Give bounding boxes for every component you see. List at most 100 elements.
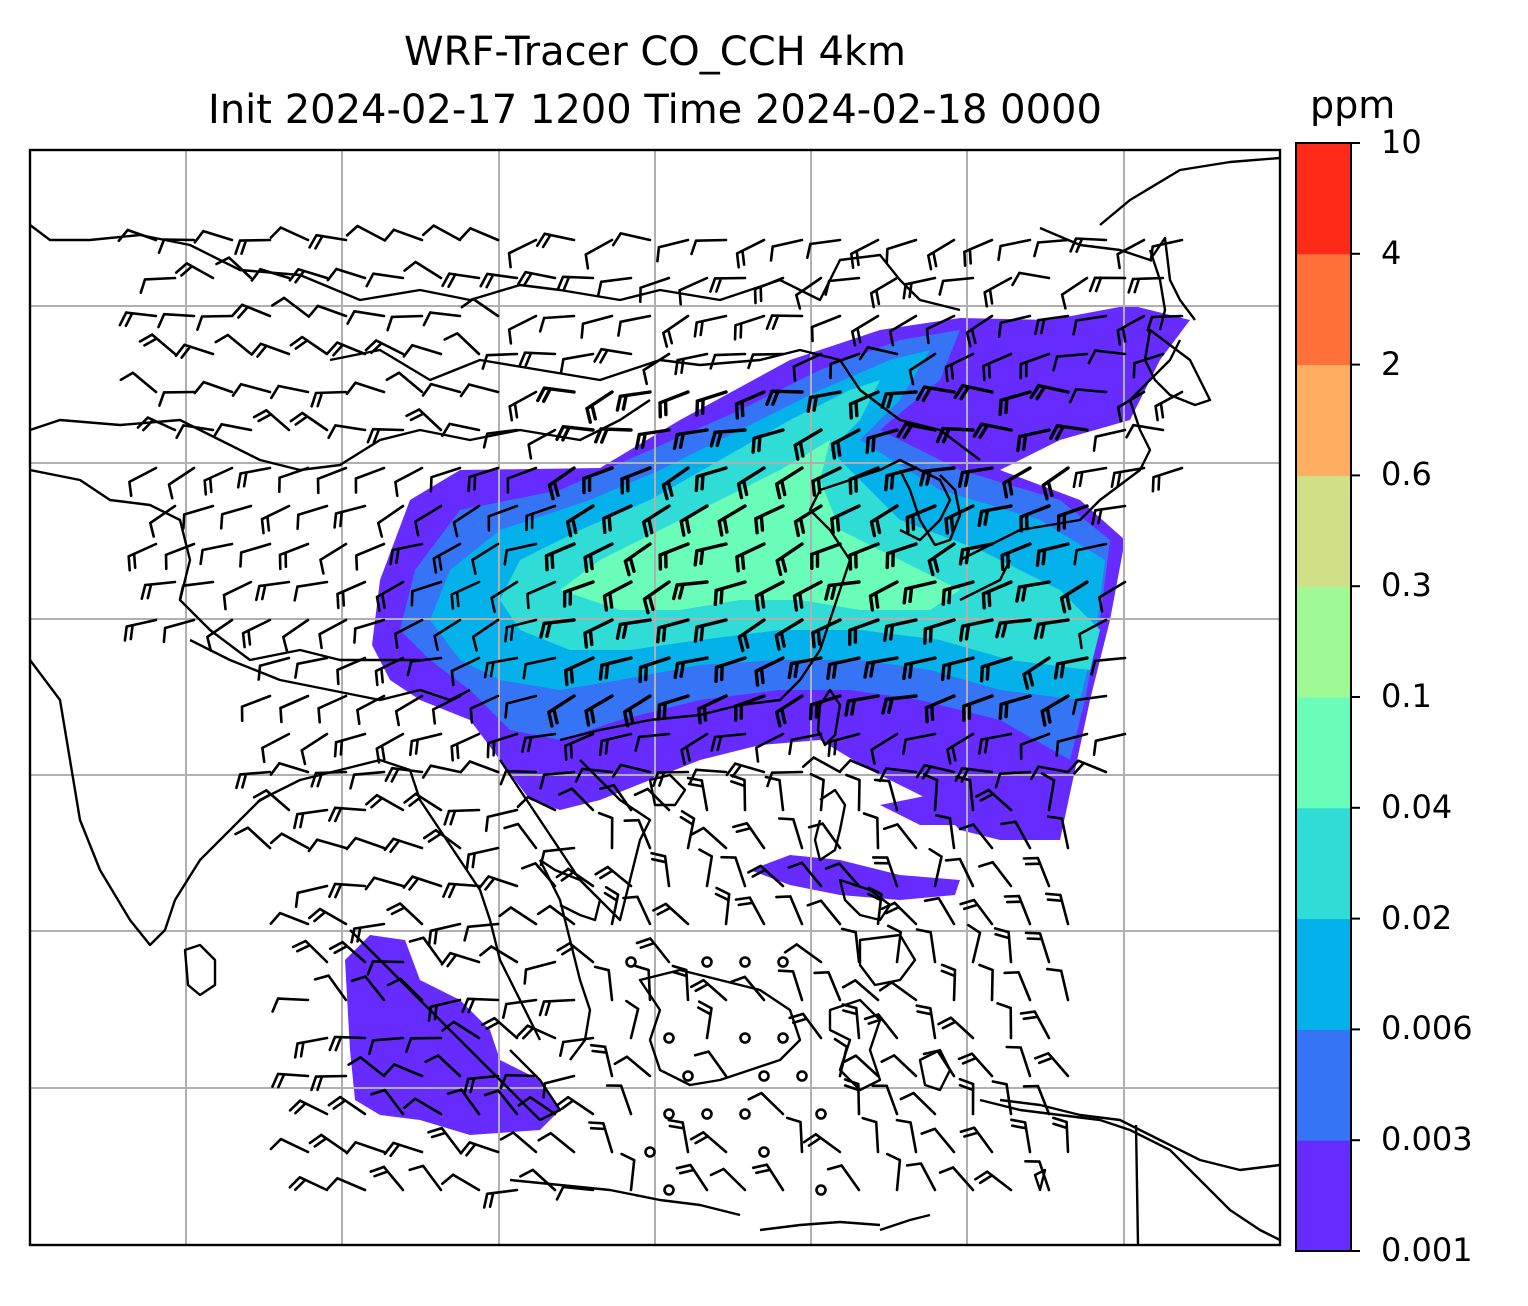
wind-barb (959, 618, 994, 642)
wind-barb (824, 580, 861, 601)
wind-barb (880, 901, 918, 926)
wind-barb (861, 1116, 880, 1154)
wind-barb (792, 580, 823, 612)
wind-barb (394, 694, 424, 727)
wind-barb (806, 899, 842, 926)
colorbar-segment (1296, 475, 1351, 587)
wind-barb (282, 618, 310, 652)
wind-barb (938, 1166, 975, 1192)
wind-barb (808, 694, 842, 721)
wind-barb (766, 770, 804, 788)
wind-barb (865, 428, 899, 454)
wind-barb (252, 409, 291, 432)
wind-barb (842, 1054, 880, 1078)
wind-barb (623, 542, 652, 577)
wind-barb (403, 1097, 443, 1116)
wind-barb (402, 343, 443, 358)
wind-barb (899, 1091, 937, 1116)
wind-barb (539, 846, 576, 867)
wind-barb (844, 694, 880, 717)
wind-barb (615, 390, 652, 412)
colorbar-tick-label: 0.02 (1381, 898, 1453, 937)
wind-barb (375, 580, 405, 612)
wind-barb (405, 1036, 443, 1053)
wind-barb (1019, 732, 1051, 760)
wind-barb (364, 876, 405, 891)
wind-barb (983, 276, 1013, 308)
wind-barb (544, 542, 576, 572)
wind-barb (403, 260, 443, 280)
wind-barb (829, 352, 861, 380)
wind-barb (460, 297, 500, 318)
wind-barb (1146, 314, 1184, 332)
wind-barb (730, 975, 766, 1002)
wind-barb (1092, 428, 1127, 452)
wind-barb (559, 1036, 595, 1057)
wind-barb (777, 969, 804, 1002)
wind-barb (333, 732, 367, 758)
wind-barb (215, 256, 253, 280)
coast-bay-of-bengal (408, 769, 542, 1041)
coast-india-east (173, 758, 411, 901)
wind-barb (450, 656, 481, 687)
wind-barb (422, 828, 462, 850)
wind-barb (717, 504, 747, 537)
wind-barb (848, 390, 880, 420)
wind-barb (490, 580, 519, 613)
wind-barb (793, 428, 823, 461)
wind-barb (271, 1072, 310, 1089)
wind-barb (826, 656, 861, 681)
wind-barb (383, 1141, 424, 1158)
wind-barb (206, 618, 234, 652)
wind-barb (924, 694, 956, 724)
wind-barb (774, 618, 804, 651)
wind-barb (634, 428, 671, 450)
wind-barb (536, 904, 576, 926)
wind-barb (841, 979, 880, 1002)
wind-barb (611, 763, 652, 778)
wind-barb (405, 408, 443, 432)
wind-barb (611, 232, 652, 247)
wind-barb (414, 504, 443, 537)
wind-barb (1019, 352, 1051, 380)
wind-barb (927, 542, 956, 577)
wind-barb-calm (663, 1184, 675, 1196)
wind-barb (484, 808, 519, 833)
wind-barb (408, 1164, 443, 1192)
wind-barb (765, 389, 804, 406)
wind-barb (1040, 694, 1070, 727)
wind-barb (902, 656, 937, 681)
wind-barb (785, 1116, 804, 1154)
wind-barb (1034, 1052, 1070, 1078)
wind-barb (598, 732, 633, 757)
wind-barb (1069, 237, 1108, 253)
wind-barb (927, 238, 956, 271)
wind-barb (427, 1126, 462, 1154)
wind-barb (915, 763, 956, 780)
wind-barb (734, 896, 766, 926)
wind-barb (1068, 388, 1108, 404)
wind-barb (178, 580, 215, 601)
wind-barb (998, 390, 1032, 416)
wind-barb (734, 694, 766, 722)
wind-barb (555, 425, 595, 442)
colorbar-segment (1296, 918, 1351, 1030)
wind-barb (690, 238, 728, 256)
wind-barb (483, 1089, 519, 1116)
wind-barb (271, 296, 310, 318)
wind-barb (499, 769, 538, 786)
wind-barb (848, 542, 880, 571)
wind-barb (661, 466, 690, 501)
wind-barb (182, 504, 215, 530)
wind-barb (498, 906, 538, 926)
wind-barb (471, 542, 500, 575)
wind-barb (136, 416, 177, 432)
wind-barb (347, 1056, 386, 1078)
wind-barb (349, 770, 386, 790)
wind-barb (289, 335, 329, 356)
wind-barb (346, 310, 386, 325)
coast-japan-honshu (959, 339, 1182, 562)
island-timor-east (879, 1213, 931, 1232)
wind-barb (693, 618, 728, 643)
wind-barb (594, 427, 633, 444)
